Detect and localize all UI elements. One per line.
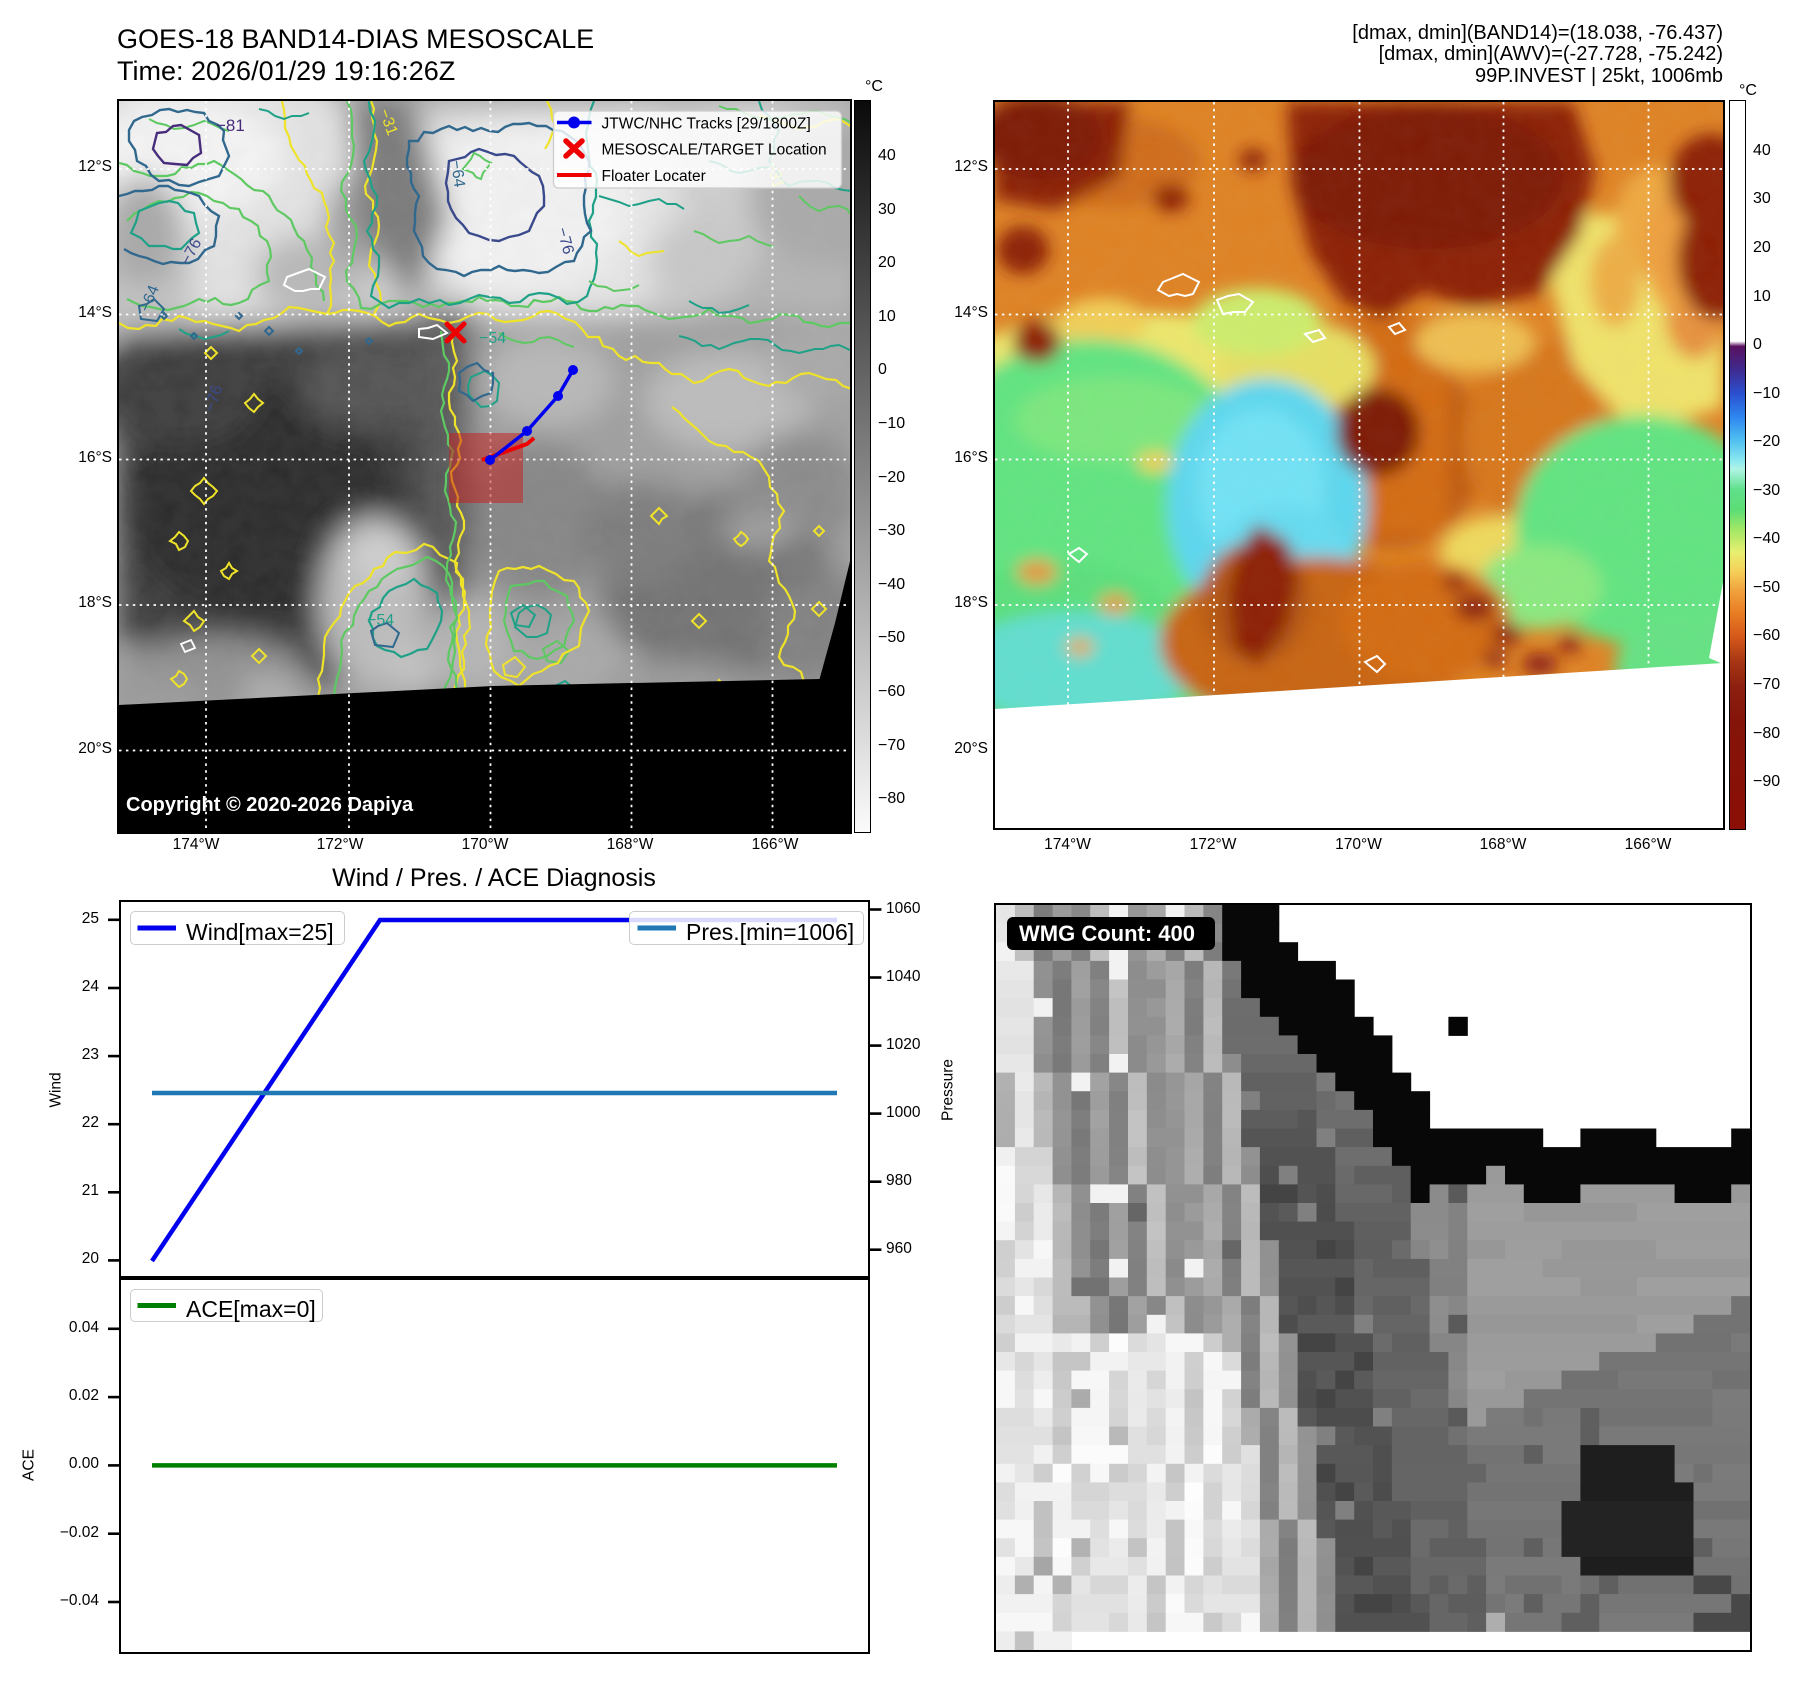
- svg-text:Copyright © 2020-2026 Dapiya: Copyright © 2020-2026 Dapiya: [126, 794, 414, 816]
- svg-text:Floater Locater: Floater Locater: [602, 168, 706, 185]
- svg-text:JTWC/NHC Tracks [29/1800Z]: JTWC/NHC Tracks [29/1800Z]: [602, 116, 811, 133]
- svg-text:MESOSCALE/TARGET Location: MESOSCALE/TARGET Location: [602, 142, 827, 159]
- svg-text:−64: −64: [447, 159, 468, 188]
- svg-text:−76: −76: [553, 226, 576, 257]
- svg-text:−54: −54: [479, 330, 506, 347]
- svg-text:−81: −81: [216, 116, 245, 135]
- svg-text:−54: −54: [367, 612, 394, 629]
